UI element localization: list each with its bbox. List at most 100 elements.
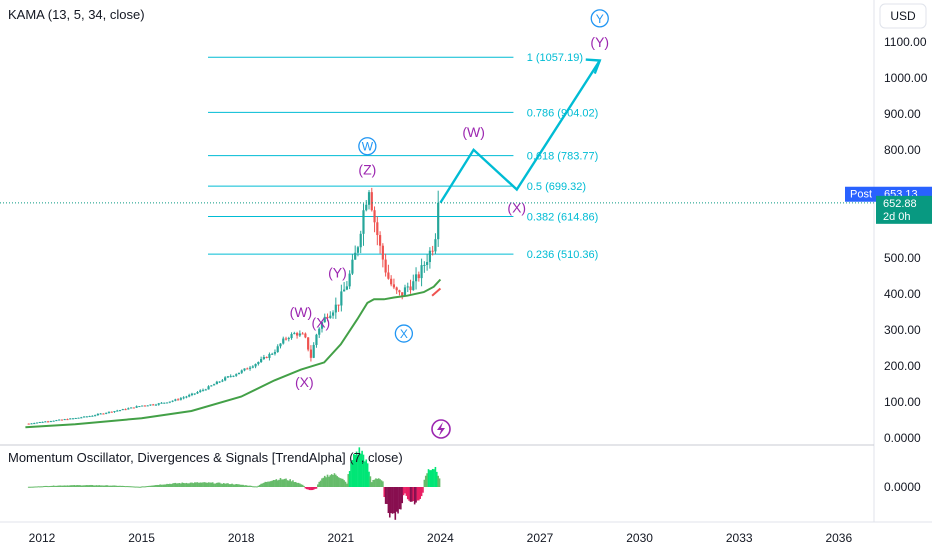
candle-body [367,192,371,205]
oscillator-bar [101,485,103,487]
oscillator-bar [282,479,285,487]
oscillator-bar [354,454,356,487]
candle-body [52,420,55,422]
candle-body [293,333,296,335]
oscillator-bar [173,483,175,487]
candle-body [381,245,384,260]
oscillator-bar [98,485,101,487]
oscillator-bar [210,482,213,487]
oscillator-bar [177,483,179,487]
candle-body [329,315,332,319]
oscillator-bar [314,487,316,489]
candle-body [265,356,268,358]
oscillator-bar [180,483,182,487]
oscillator-bar [312,487,315,490]
candle-body [55,420,58,422]
oscillator-bar [38,486,41,488]
candle-body [248,367,252,369]
lightning-icon[interactable] [431,419,451,439]
oscillator-bar [74,485,77,487]
candle-body [312,344,315,358]
candle-body [129,407,133,409]
oscillator-bar [292,480,294,487]
candle-body [345,286,348,290]
candle-body [337,304,340,306]
time-axis-ticks: 2012 2015 2018 2021 2024 2027 2030 2033 2036 [29,531,853,545]
oscillator-bar [386,487,388,504]
price-tick-label: 1000.00 [884,71,928,85]
candle-body [69,418,72,420]
candle-body [237,372,241,375]
oscillator-bar [294,481,297,487]
oscillator-bar [322,477,325,487]
oscillator-bar [239,484,242,487]
oscillator-label[interactable]: Momentum Oscillator, Divergences & Signa… [8,450,403,465]
oscillator-bar [232,484,235,487]
oscillator-bar [91,485,94,487]
candle-body [204,389,207,391]
oscillator-bar [393,487,395,514]
oscillator-bar [159,484,161,487]
candle-body [218,381,221,383]
oscillator-bar [319,480,322,487]
candle-body [160,402,163,404]
projection-path[interactable] [439,59,601,204]
currency-button[interactable] [879,3,927,29]
oscillator-bar [438,478,441,487]
wave-projection[interactable] [439,58,602,204]
oscillator-bar [404,487,406,494]
oscillator-bar [329,475,332,487]
oscillator-bar [207,482,210,487]
fibonacci-levels[interactable]: 1 (1057.19) 0.786 (904.02) 0.618 (783.77) 0… [208,52,598,261]
candle-body [193,393,196,395]
candle-body [392,284,396,288]
candle-body [63,419,66,421]
fib-level-label: 0.786 (904.02) [527,107,599,119]
candle-body [77,417,80,419]
oscillator-bar [290,481,293,487]
candle-body [207,386,210,390]
oscillator-bar [427,469,430,487]
oscillator-bars [27,447,441,520]
oscillator-bar [411,487,413,502]
candle-body [221,380,224,382]
candle-body [260,358,263,363]
oscillator-bar [63,485,66,487]
oscillator-bar [175,483,178,487]
oscillator-zero-label: 0.0000 [884,480,921,494]
time-tick-label: 2024 [427,531,454,545]
oscillator-bar [424,475,427,487]
oscillator-bar [426,473,428,487]
oscillator-bar [162,484,164,487]
wave-label: (X) [312,315,331,331]
oscillator-bar [187,483,189,487]
oscillator-bar [54,485,56,487]
oscillator-bar [355,451,358,487]
oscillator-bar [55,485,58,487]
candle-body [94,415,97,417]
candle-body [356,247,360,253]
oscillator-bar [30,486,33,488]
oscillator-bar [405,487,408,496]
candle-body [105,412,108,414]
candle-body [49,421,52,423]
oscillator-bar [148,485,150,487]
oscillator-bar [231,483,233,487]
candle-body [107,411,111,413]
candle-body [41,421,44,423]
oscillator-bar [305,487,308,490]
candle-body [362,210,365,234]
indicator-label[interactable]: KAMA (13, 5, 34, close) [8,7,145,22]
candle-body [309,349,313,358]
oscillator-bar [364,461,366,487]
oscillator-bar [167,484,170,487]
candle-body [373,210,376,223]
oscillator-bar [281,479,283,487]
oscillator-bar [246,485,249,487]
candle-body [334,304,337,313]
price-scale[interactable] [874,0,932,550]
oscillator-bar [289,479,291,487]
oscillator-bar [141,486,143,488]
candle-body [323,316,326,323]
